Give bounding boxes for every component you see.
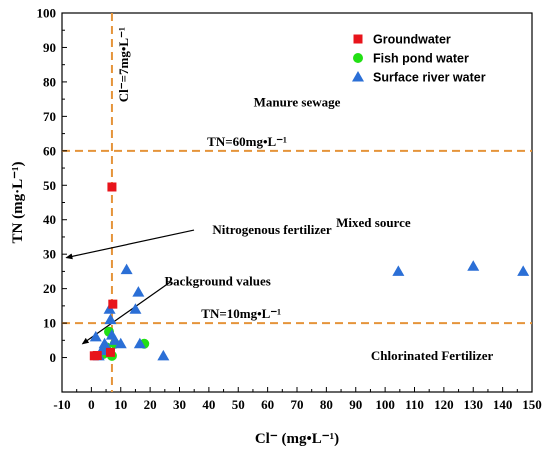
legend-marker-square — [353, 34, 363, 44]
legend-label: Groundwater — [373, 33, 451, 47]
region-annotation: Background values — [165, 274, 271, 289]
x-tick-label: 50 — [232, 397, 245, 412]
data-point-square — [105, 347, 115, 357]
y-tick-label: 0 — [50, 350, 57, 365]
axes: -10 0 10 20 30 40 50 60 70 80 90 100 110 120 130 140 150… — [10, 6, 542, 448]
y-tick-label: 50 — [43, 178, 56, 193]
y-tick-label: 90 — [43, 40, 56, 55]
data-point-triangle — [132, 286, 145, 297]
y-tick-label: 100 — [37, 6, 57, 21]
data-point-triangle — [114, 337, 127, 349]
data-point-square — [107, 182, 117, 192]
reference-line-label: Cl⁻=7mg•L⁻¹ — [116, 27, 131, 102]
x-tick-label: 150 — [522, 397, 542, 412]
legend-label: Surface river water — [373, 71, 486, 85]
region-annotation: Mixed source — [336, 215, 411, 230]
legend-label: Fish pond water — [373, 52, 469, 66]
x-tick-label: 60 — [261, 397, 274, 412]
data-point-triangle — [120, 263, 133, 275]
reference-line-label: TN=60mg•L⁻¹ — [207, 134, 287, 149]
x-tick-label: 70 — [291, 397, 304, 412]
annotation-arrow — [65, 229, 195, 260]
region-annotation: Nitrogenous fertilizer — [212, 222, 331, 237]
annotations: Manure sewage Mixed source Chlorinated Fer… — [65, 95, 494, 363]
y-tick-label: 80 — [43, 74, 56, 89]
y-tick-label: 70 — [43, 109, 56, 124]
x-tick-label: 40 — [202, 397, 215, 412]
x-tick-label: 100 — [375, 397, 395, 412]
data-point-triangle — [467, 260, 480, 271]
reference-line-label: TN=10mg•L⁻¹ — [201, 306, 281, 321]
data-point-triangle — [129, 303, 142, 314]
x-tick-label: 120 — [434, 397, 454, 412]
x-tick-label: 20 — [144, 397, 157, 412]
x-tick-label: 90 — [349, 397, 362, 412]
data-point-square — [92, 350, 102, 360]
x-tick-label: 10 — [114, 397, 127, 412]
y-axis-title: TN (mg·L⁻¹) — [10, 162, 26, 244]
x-tick-label: 110 — [405, 397, 424, 412]
data-point-triangle — [517, 265, 530, 276]
data-points — [89, 182, 530, 361]
y-tick-label: 10 — [43, 316, 56, 331]
data-point-triangle — [89, 330, 102, 342]
x-tick-label: 30 — [173, 397, 186, 412]
annotation-arrow — [81, 281, 172, 345]
x-tick-label: -10 — [53, 397, 70, 412]
y-tick-label: 40 — [43, 212, 56, 227]
data-point-triangle — [108, 334, 121, 345]
y-tick-label: 30 — [43, 247, 56, 262]
legend-marker-circle — [353, 53, 363, 63]
y-tick-label: 60 — [43, 143, 56, 158]
x-tick-label: 80 — [320, 397, 333, 412]
x-axis-title: Cl⁻ (mg•L⁻¹) — [255, 431, 339, 447]
x-tick-label: 140 — [493, 397, 513, 412]
data-point-triangle — [392, 265, 405, 276]
x-tick-label: 130 — [464, 397, 484, 412]
legend-marker-triangle — [352, 71, 364, 82]
region-annotation: Chlorinated Fertilizer — [371, 348, 494, 363]
data-point-triangle — [133, 337, 146, 349]
reference-lines: Cl⁻=7mg•L⁻¹ TN=60mg•L⁻¹ TN=10mg•L⁻¹ — [62, 13, 532, 392]
x-tick-label: 0 — [88, 397, 95, 412]
legend: Groundwater Fish pond water Surface river … — [352, 33, 486, 85]
data-point-square — [108, 299, 118, 309]
data-point-triangle — [157, 349, 170, 361]
data-point-triangle — [104, 313, 117, 325]
region-annotation: Manure sewage — [254, 95, 341, 110]
y-tick-label: 20 — [43, 281, 56, 296]
